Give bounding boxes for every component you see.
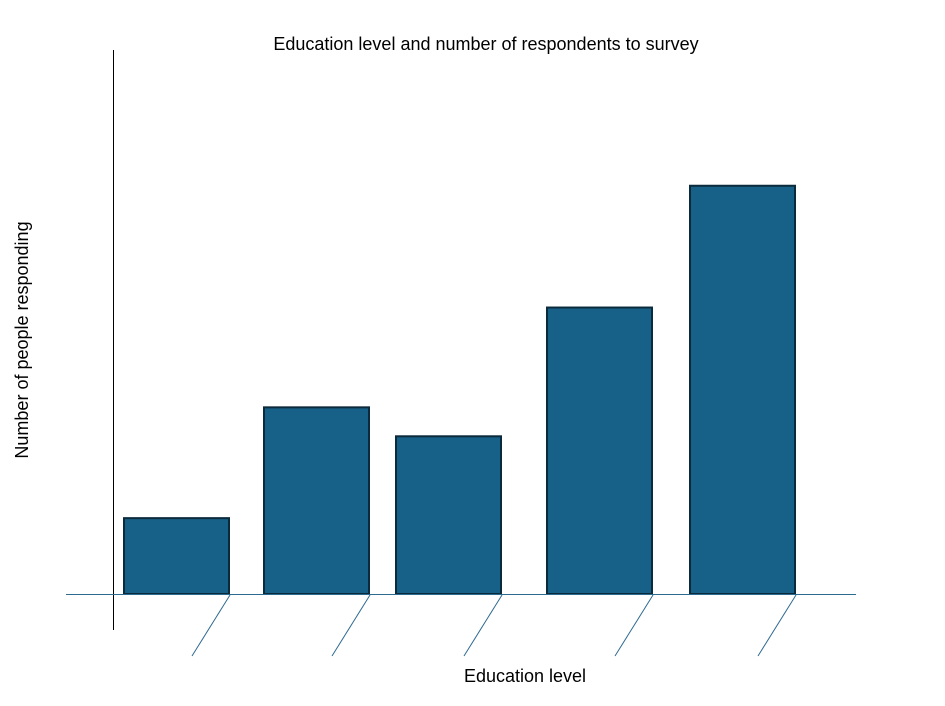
x-tick-3: [463, 594, 503, 657]
x-tick-4: [614, 594, 654, 657]
bar-4: [546, 306, 653, 595]
x-tick-5: [757, 594, 797, 657]
bar-group: [123, 184, 796, 596]
bar-1: [123, 517, 230, 596]
x-tick-1: [191, 594, 231, 657]
x-tick-group: [191, 594, 797, 657]
bar-2: [263, 406, 370, 595]
y-axis-label: Number of people responding: [12, 221, 32, 458]
x-tick-2: [331, 594, 371, 657]
chart-title: Education level and number of respondent…: [273, 34, 698, 54]
bar-5: [689, 184, 796, 595]
bar-3: [395, 435, 502, 596]
x-axis-label: Education level: [464, 666, 586, 686]
